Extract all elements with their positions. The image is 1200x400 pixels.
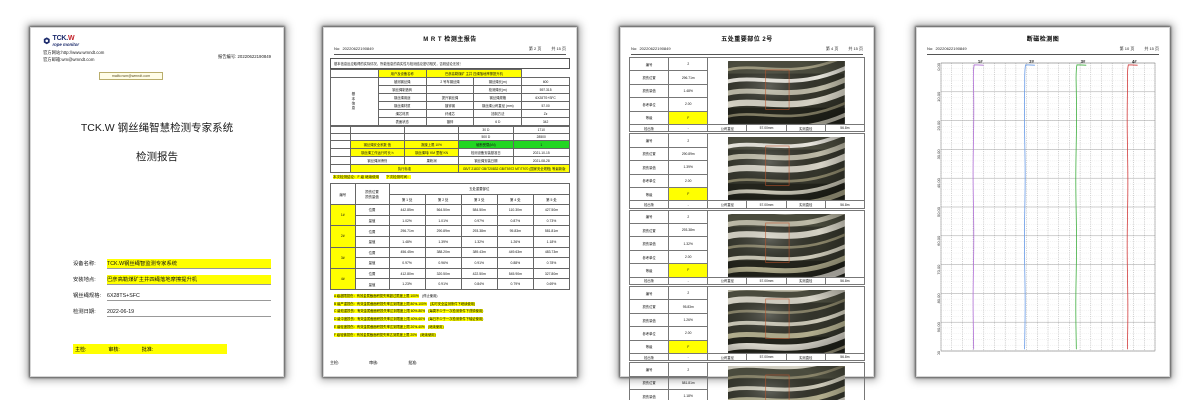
svg-text:20.00: 20.00 [936, 120, 941, 131]
svg-text:2#: 2# [1029, 59, 1034, 64]
svg-text:0.00: 0.00 [936, 62, 941, 71]
svg-text:70.00: 70.00 [936, 264, 941, 275]
svg-text:1#: 1# [978, 59, 983, 64]
svg-text:40.00: 40.00 [936, 177, 941, 188]
svg-text:10.00: 10.00 [936, 91, 941, 102]
svg-text:80.00: 80.00 [936, 293, 941, 304]
svg-text:60.00: 60.00 [936, 235, 941, 246]
svg-text:3#: 3# [1081, 59, 1086, 64]
svg-text:50.00: 50.00 [936, 206, 941, 217]
svg-text:30.00: 30.00 [936, 149, 941, 160]
svg-text:90.00: 90.00 [936, 321, 941, 332]
svg-text:100.00: 100.00 [936, 350, 941, 355]
svg-text:4#: 4# [1132, 59, 1137, 64]
